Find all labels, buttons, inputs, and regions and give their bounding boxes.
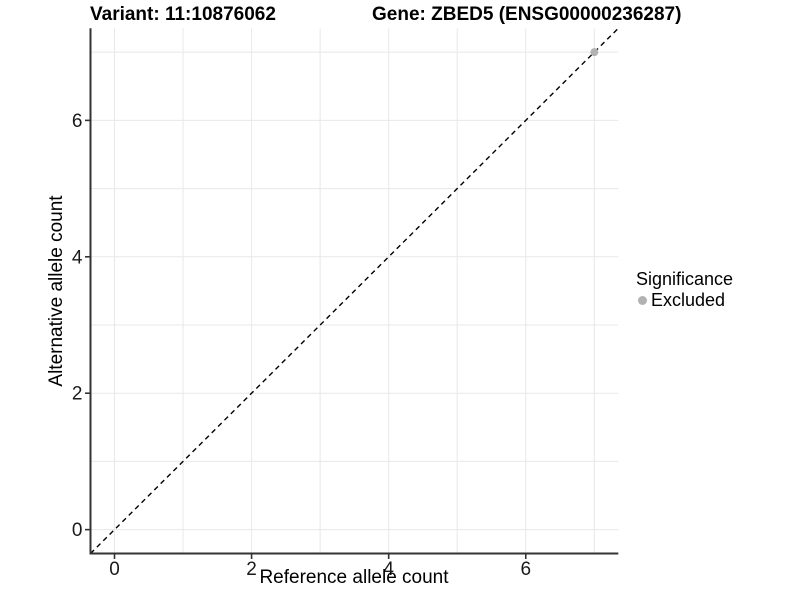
x-tick-label: 0 <box>109 559 120 580</box>
plot-title-gene: Gene: ZBED5 (ENSG00000236287) <box>372 4 682 25</box>
x-axis-title: Reference allele count <box>259 567 449 588</box>
y-tick-label: 2 <box>72 384 83 405</box>
y-axis-title: Alternative allele count <box>46 195 67 387</box>
plot-title-variant: Variant: 11:10876062 <box>90 4 276 25</box>
x-tick-label: 2 <box>246 559 257 580</box>
x-tick-label: 6 <box>520 559 531 580</box>
legend-item-label: Excluded <box>651 290 726 310</box>
legend-item-excluded: Excluded <box>636 290 733 310</box>
legend: Significance Excluded <box>636 268 733 310</box>
y-tick-label: 0 <box>72 520 83 541</box>
legend-title: Significance <box>636 269 734 289</box>
excluded-point-icon <box>638 295 647 305</box>
data-point-excluded <box>590 48 599 57</box>
y-tick-label: 6 <box>72 111 83 132</box>
identity-dashed-line <box>90 27 619 554</box>
x-tick-label: 4 <box>383 559 394 580</box>
y-tick-label: 4 <box>72 247 83 268</box>
